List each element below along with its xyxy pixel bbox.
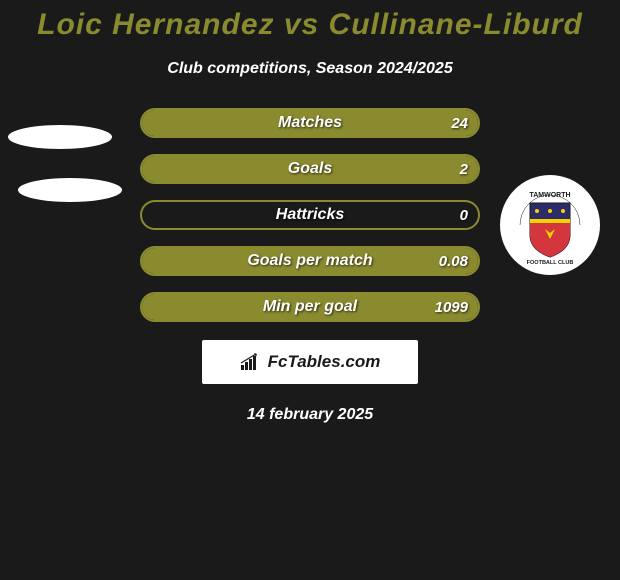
subtitle-text: Club competitions, Season 2024/2025 [167,60,452,77]
date: 14 february 2025 [0,406,620,424]
subtitle: Club competitions, Season 2024/2025 [0,60,620,78]
stat-value-right: 1099 [435,299,468,316]
stat-label: Min per goal [263,298,357,316]
stat-value-right: 0 [460,207,468,224]
branding: FcTables.com [202,340,418,384]
stat-row: Goals 2 [140,154,480,184]
stat-value-right: 2 [460,161,468,178]
stat-value-right: 24 [451,115,468,132]
stats-container: Matches 24 Goals 2 Hattricks 0 Goals per match… [0,108,620,322]
stat-row: Hattricks 0 [140,200,480,230]
branding-text: FcTables.com [268,352,381,372]
page-title: Loic Hernandez vs Cullinane-Liburd [0,0,620,42]
stat-row: Min per goal 1099 [140,292,480,322]
stat-row: Matches 24 [140,108,480,138]
stat-label: Matches [278,114,342,132]
date-text: 14 february 2025 [247,406,373,423]
stat-label: Hattricks [276,206,344,224]
stat-row: Goals per match 0.08 [140,246,480,276]
title-text: Loic Hernandez vs Cullinane-Liburd [37,8,583,41]
stat-value-right: 0.08 [439,253,468,270]
stat-label: Goals per match [247,252,372,270]
stat-label: Goals [288,160,332,178]
bar-chart-icon [240,353,262,371]
